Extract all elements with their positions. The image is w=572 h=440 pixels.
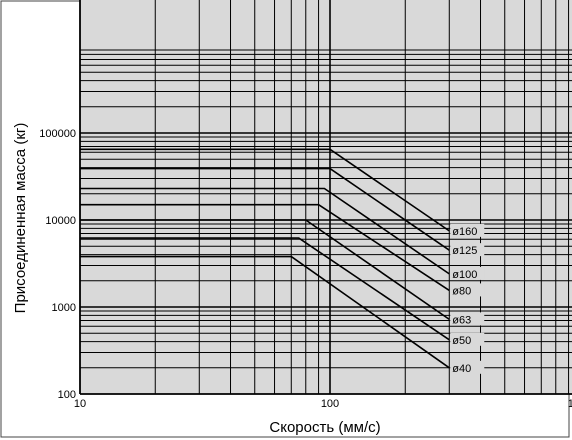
series-lines [80, 148, 450, 369]
series-label: ø50 [452, 335, 471, 347]
series-label: ø100 [452, 269, 477, 281]
x-tick-label: 100 [321, 398, 339, 410]
series-line [80, 167, 450, 251]
x-tick-label: 10 [74, 398, 86, 410]
y-tick-label: 100 [58, 389, 76, 401]
y-tick-label: 1000 [52, 302, 76, 314]
x-axis-title: Скорость (мм/с) [269, 419, 380, 436]
x-tick-labels: 10 100 1000 [74, 398, 572, 410]
series-line [80, 148, 450, 232]
series-line [80, 219, 450, 321]
series-label: ø80 [452, 285, 471, 297]
series-label: ø160 [452, 226, 477, 238]
x-tick-label: 1000 [568, 398, 572, 410]
series-label-bg [450, 223, 485, 237]
series-line [80, 187, 450, 275]
series-line [80, 237, 450, 341]
y-tick-labels: 100 1000 10000 100000 [39, 128, 76, 401]
series-label-bg [450, 312, 485, 326]
grid-minor [80, 0, 572, 394]
series-line [80, 255, 450, 369]
y-tick-label: 10000 [45, 215, 76, 227]
series-label-bg [450, 283, 485, 297]
series-label: ø63 [452, 314, 471, 326]
series-label-bg [450, 332, 485, 346]
series-label-bg [450, 360, 485, 374]
series-labels: ø160 ø125 ø100 ø80 ø63 ø50 ø40 [450, 223, 485, 375]
series-label-bg [450, 243, 485, 257]
y-tick-label: 100000 [39, 128, 76, 140]
series-label-bg [450, 266, 485, 280]
y-axis-title: Присоединенная масса (кг) [12, 123, 29, 314]
series-label: ø40 [452, 363, 471, 375]
series-line [80, 203, 450, 292]
series-label: ø125 [452, 245, 477, 257]
